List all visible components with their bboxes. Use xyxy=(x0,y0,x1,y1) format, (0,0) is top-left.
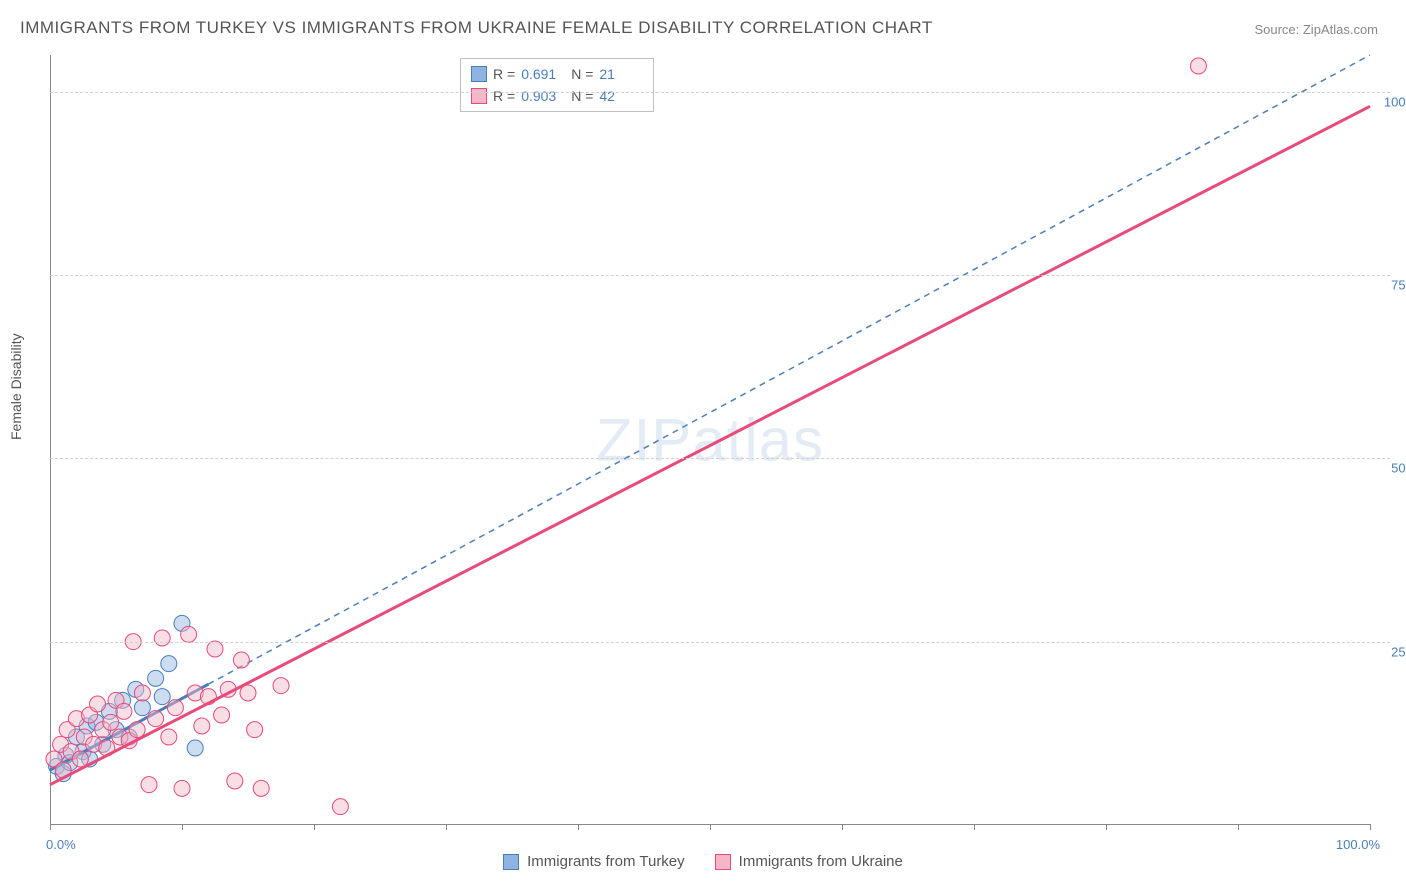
data-point xyxy=(1190,58,1206,74)
data-point xyxy=(90,696,106,712)
data-point xyxy=(129,722,145,738)
bottom-legend: Immigrants from Turkey Immigrants from U… xyxy=(0,853,1406,870)
y-axis-label: Female Disability xyxy=(8,333,24,440)
xtick xyxy=(1106,824,1107,830)
trend-line-dashed xyxy=(208,55,1370,684)
data-point xyxy=(207,641,223,657)
legend-item-ukraine: Immigrants from Ukraine xyxy=(715,853,903,870)
plot-area: ZIPatlas R = 0.691 N = 21 R = 0.903 N = … xyxy=(50,55,1370,825)
data-point xyxy=(167,700,183,716)
ytick-label: 25.0% xyxy=(1391,644,1406,659)
xtick xyxy=(182,824,183,830)
data-point xyxy=(174,780,190,796)
data-point xyxy=(148,711,164,727)
legend-swatch-ukraine xyxy=(715,854,731,870)
data-point xyxy=(134,700,150,716)
legend-label-turkey: Immigrants from Turkey xyxy=(527,853,685,870)
xtick xyxy=(314,824,315,830)
xtick xyxy=(1370,824,1371,830)
data-point xyxy=(154,630,170,646)
data-point xyxy=(187,740,203,756)
data-point xyxy=(227,773,243,789)
gridline xyxy=(50,275,1390,276)
data-point xyxy=(161,729,177,745)
data-point xyxy=(134,685,150,701)
ytick-label: 100.0% xyxy=(1384,94,1406,109)
gridline xyxy=(50,92,1390,93)
data-point xyxy=(161,656,177,672)
legend-label-ukraine: Immigrants from Ukraine xyxy=(739,853,903,870)
source-label: Source: ZipAtlas.com xyxy=(1254,22,1378,37)
data-point xyxy=(253,780,269,796)
data-point xyxy=(214,707,230,723)
chart-title: IMMIGRANTS FROM TURKEY VS IMMIGRANTS FRO… xyxy=(20,18,933,38)
data-point xyxy=(116,703,132,719)
data-point xyxy=(103,714,119,730)
data-point xyxy=(233,652,249,668)
legend-swatch-turkey xyxy=(503,854,519,870)
data-point xyxy=(194,718,210,734)
data-point xyxy=(141,777,157,793)
gridline xyxy=(50,458,1390,459)
data-point xyxy=(247,722,263,738)
trend-line xyxy=(50,106,1370,784)
xtick xyxy=(1238,824,1239,830)
xtick xyxy=(446,824,447,830)
plot-svg xyxy=(50,55,1370,824)
data-point xyxy=(332,799,348,815)
xtick xyxy=(50,824,51,830)
ytick-label: 50.0% xyxy=(1391,461,1406,476)
data-point xyxy=(154,689,170,705)
data-point xyxy=(181,626,197,642)
gridline xyxy=(50,642,1390,643)
data-point xyxy=(273,678,289,694)
ytick-label: 75.0% xyxy=(1391,278,1406,293)
xtick xyxy=(710,824,711,830)
x-min-label: 0.0% xyxy=(46,837,76,852)
xtick xyxy=(974,824,975,830)
legend-item-turkey: Immigrants from Turkey xyxy=(503,853,685,870)
xtick xyxy=(842,824,843,830)
data-point xyxy=(148,670,164,686)
xtick xyxy=(578,824,579,830)
x-max-label: 100.0% xyxy=(1336,837,1380,852)
